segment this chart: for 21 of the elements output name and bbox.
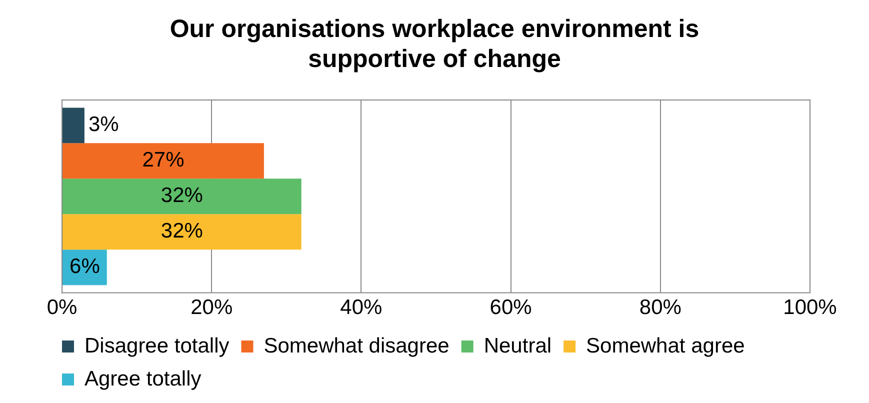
data-label: 32% <box>160 184 203 208</box>
x-tick-label: 20% <box>190 296 233 320</box>
x-tick-label: 0% <box>46 296 78 320</box>
data-label: 27% <box>142 148 184 172</box>
x-tick-label: 80% <box>639 296 682 320</box>
data-label: 6% <box>70 255 100 278</box>
bar <box>62 214 302 250</box>
data-label: 32% <box>160 220 203 243</box>
legend-label: Neutral <box>484 334 552 358</box>
data-label: 3% <box>88 113 119 136</box>
bar <box>62 108 84 144</box>
x-tick-label: 40% <box>340 296 382 320</box>
bar <box>62 178 302 214</box>
legend-label: Somewhat agree <box>586 334 745 358</box>
x-tick-label: 100% <box>783 296 837 320</box>
x-tick-label: 60% <box>490 296 532 320</box>
legend-label: Agree totally <box>84 367 202 390</box>
legend-label: Disagree totally <box>84 334 230 358</box>
chart-title: Our organisations workplace environment is supportive of change <box>168 14 700 74</box>
bar <box>62 143 264 179</box>
legend-label: Somewhat disagree <box>264 334 450 358</box>
